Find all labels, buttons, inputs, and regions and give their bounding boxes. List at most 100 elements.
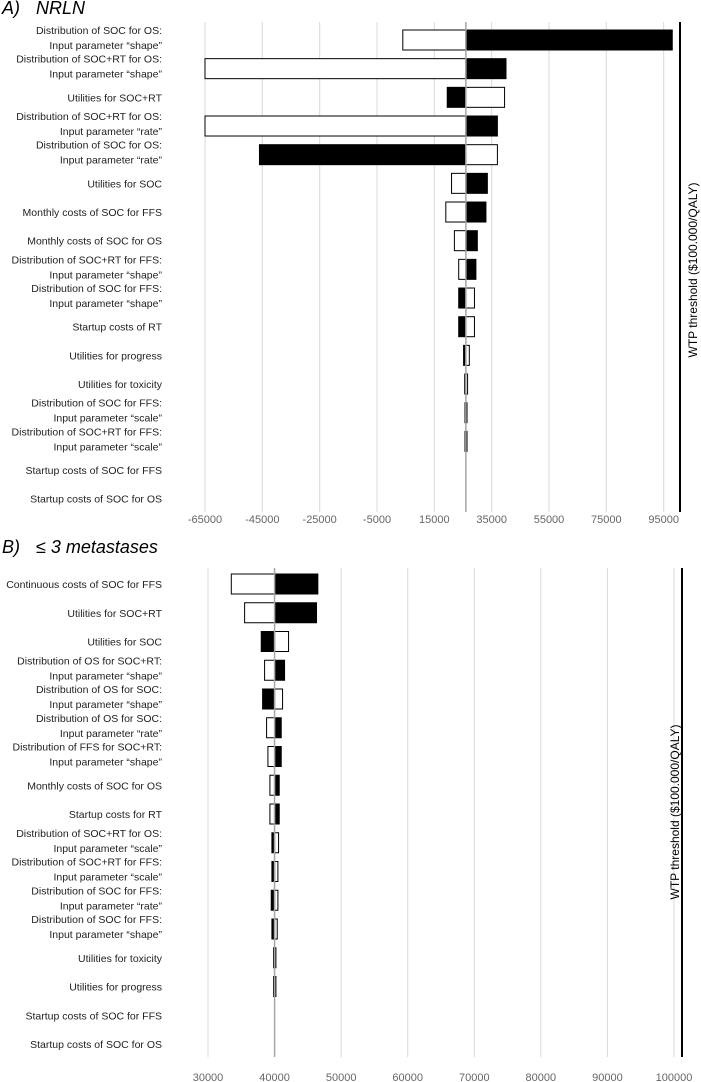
bar-low (204, 58, 467, 80)
bar-high (465, 58, 507, 80)
category-label: Distribution of FFS for SOC+RT: (13, 742, 162, 754)
bar-low (204, 115, 467, 137)
x-tick-label: 95000 (648, 514, 679, 526)
x-tick-label: 55000 (534, 514, 565, 526)
category-label: Monthly costs of SOC for OS (27, 780, 162, 792)
category-label: Distribution of SOC for FFS: (31, 398, 162, 410)
category-label: Input parameter “rate” (60, 126, 163, 138)
x-tick-label: 40000 (259, 1072, 290, 1082)
panel-b-chart: 30000 40000 50000 60000 70000 80000 90000 10000… (6, 568, 692, 1082)
bar-high (274, 717, 282, 739)
bar-low (230, 573, 276, 595)
category-label: Input parameter “rate” (60, 155, 163, 167)
x-tick-label: 100000 (656, 1072, 693, 1082)
category-label: Continuous costs of SOC for FFS (6, 579, 162, 591)
category-label: Utilities for progress (69, 982, 162, 994)
category-label: Input parameter “shape” (49, 670, 162, 682)
panel-a-letter: A) (2, 0, 20, 18)
panel-a-chart: -65000 -45000 -25000 -5000 15000 35000 55000 75… (12, 22, 700, 526)
bar-high (465, 230, 478, 252)
bar-low (244, 602, 276, 624)
category-label: Distribution of SOC+RT for FFS: (12, 254, 162, 266)
category-label: Utilities for SOC (87, 637, 162, 649)
category-label: Distribution of OS for SOC+RT: (17, 655, 162, 667)
category-label: Distribution of SOC+RT for OS: (16, 828, 162, 840)
bar-high (262, 688, 276, 710)
bar-low (465, 287, 475, 309)
panel-b-letter: B) (2, 537, 20, 557)
category-label: Startup costs for RT (69, 809, 163, 821)
bar-low (465, 316, 475, 338)
bar-high (274, 573, 319, 595)
category-label: Distribution of SOC for FFS: (31, 283, 162, 295)
category-label: Utilities for SOC+RT (67, 608, 162, 620)
category-label: Input parameter “rate” (60, 900, 163, 912)
category-label: Input parameter “shape” (49, 929, 162, 941)
x-tick-label: 60000 (392, 1072, 423, 1082)
category-label: Distribution of SOC+RT for FFS: (12, 857, 162, 869)
bar-high (465, 258, 477, 280)
category-label: Startup costs of SOC for FFS (25, 465, 162, 477)
category-label: Input parameter “shape” (49, 69, 162, 81)
bar-high (258, 144, 467, 166)
category-label: Startup costs of SOC for FFS (25, 1010, 162, 1022)
wtp-threshold-label: WTP threshold ($100.000/QALY) (686, 183, 700, 358)
category-label: Startup costs of SOC for OS (30, 494, 162, 506)
bar-high (458, 316, 467, 338)
bar-high (465, 201, 487, 223)
panel-a-name: NRLN (36, 0, 86, 18)
bar-high (465, 115, 498, 137)
bar-high (465, 172, 488, 194)
bar-low (451, 172, 467, 194)
category-label: Distribution of SOC for FFS: (31, 885, 162, 897)
x-tick-label: -25000 (303, 514, 337, 526)
panel-a-title: A) NRLN (2, 0, 202, 22)
category-label: Utilities for toxicity (78, 379, 163, 391)
category-label: Distribution of SOC for OS: (36, 140, 162, 152)
category-label: Utilities for toxicity (78, 953, 163, 965)
bar-high (465, 29, 673, 51)
category-label: Distribution of SOC for OS: (36, 25, 162, 37)
bar-low (445, 201, 467, 223)
bar-low (453, 230, 467, 252)
bar-high (274, 602, 318, 624)
category-label: Monthly costs of SOC for FFS (23, 207, 162, 219)
panel-b-title: B) ≤ 3 metastases (2, 537, 222, 561)
bar-low (465, 86, 506, 108)
bar-low (274, 688, 284, 710)
x-tick-label: -5000 (363, 514, 391, 526)
bar-low (402, 29, 467, 51)
x-tick-label: 75000 (591, 514, 622, 526)
bar-low (458, 258, 467, 280)
x-tick-label: 15000 (419, 514, 450, 526)
x-tick-label: 30000 (193, 1072, 224, 1082)
x-tick-label: 70000 (459, 1072, 490, 1082)
x-tick-label: 35000 (476, 514, 507, 526)
category-label: Distribution of OS for SOC: (36, 713, 162, 725)
bar-low (465, 144, 498, 166)
category-label: Distribution of OS for SOC: (36, 684, 162, 696)
bar-low (266, 717, 276, 739)
category-label: Input parameter “shape” (49, 757, 162, 769)
category-label: Utilities for SOC (87, 178, 162, 190)
category-label: Input parameter “scale” (53, 413, 162, 425)
category-label: Utilities for SOC+RT (67, 92, 162, 104)
category-label: Distribution of SOC+RT for FFS: (12, 426, 162, 438)
category-label: Input parameter “shape” (49, 40, 162, 52)
panel-b-name: ≤ 3 metastases (36, 537, 158, 557)
bar-high (274, 746, 282, 767)
category-label: Distribution of SOC for FFS: (31, 914, 162, 926)
category-label: Monthly costs of SOC for OS (27, 236, 162, 248)
category-label: Input parameter “shape” (49, 269, 162, 281)
x-tick-label: 50000 (326, 1072, 357, 1082)
category-label: Input parameter “shape” (49, 298, 162, 310)
category-label: Input parameter “rate” (60, 728, 163, 740)
category-label: Utilities for progress (69, 350, 162, 362)
bar-low (264, 659, 276, 681)
category-label: Input parameter “scale” (53, 872, 162, 884)
category-label: Distribution of SOC+RT for OS: (16, 54, 162, 66)
bar-low (267, 746, 276, 767)
bar-high (260, 631, 276, 652)
bar-high (274, 659, 286, 681)
